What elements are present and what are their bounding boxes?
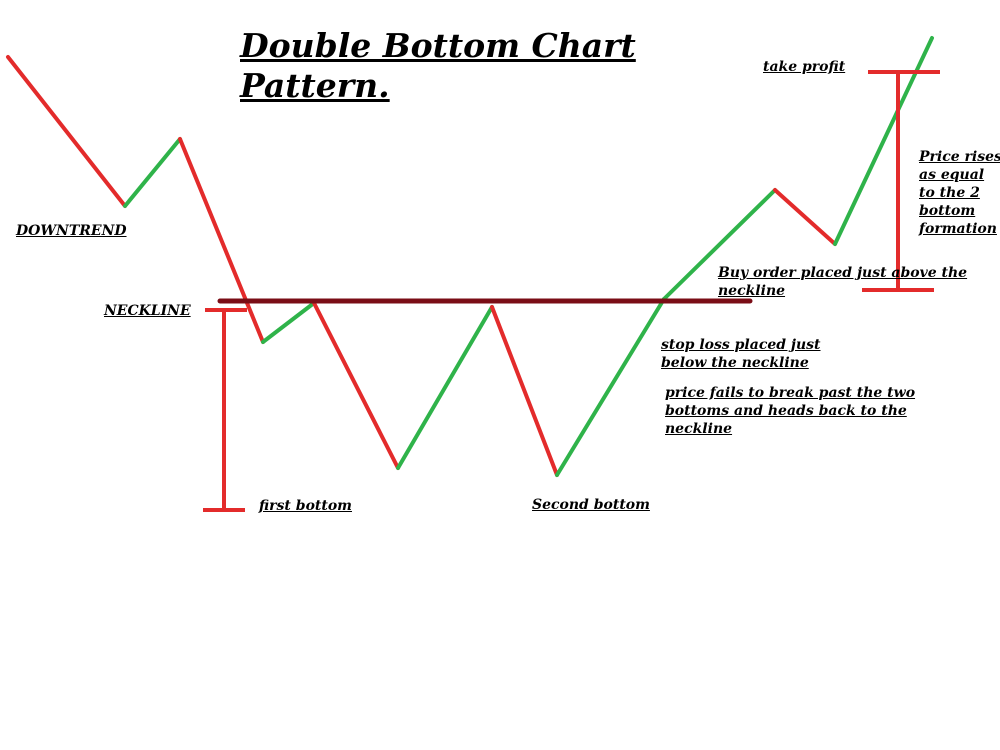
diagram-title: Double Bottom Chart Pattern. (240, 26, 636, 106)
retest-segment (773, 188, 837, 246)
price-fails-line-1: price fails to break past the two (665, 385, 916, 401)
downtrend-segment-2 (178, 137, 265, 344)
rise-to-neckline (555, 297, 666, 477)
downtrend-segment-1 (6, 55, 127, 208)
drop-to-first-bottom (312, 301, 400, 470)
price-rises-line-3: to the 2 (919, 185, 980, 201)
neckline-label: NECKLINE (104, 303, 191, 319)
price-rises-line-1: Price rises (919, 149, 1000, 165)
buy-order-label: Buy order placed just above the neckline (718, 264, 967, 300)
buy-order-line-1: Buy order placed just above the (718, 265, 968, 281)
stop-loss-line-1: stop loss placed just (661, 337, 821, 353)
drop-to-second-bottom (490, 305, 559, 477)
buy-order-line-2: neckline (718, 283, 786, 299)
take-profit-label: take profit (763, 59, 846, 75)
price-rises-line-5: formation (919, 221, 997, 237)
title-line-2: Pattern. (240, 66, 390, 105)
rise-from-first-bottom (396, 305, 494, 470)
title-line-1: Double Bottom Chart (240, 26, 636, 65)
downtrend-label: DOWNTREND (16, 223, 127, 239)
price-rises-label: Price rises as equal to the 2 bottom for… (919, 148, 1000, 238)
price-rises-line-4: bottom (919, 203, 976, 219)
first-bottom-label: first bottom (259, 498, 352, 514)
target-bracket (862, 70, 940, 292)
stop-loss-line-2: below the neckline (661, 355, 809, 371)
rally-segment (833, 36, 934, 246)
price-fails-line-3: neckline (665, 421, 733, 437)
bounce-segment (261, 301, 316, 344)
pullback-segment (123, 137, 182, 208)
price-fails-label: price fails to break past the two bottom… (665, 384, 915, 438)
second-bottom-label: Second bottom (532, 497, 650, 513)
stop-loss-label: stop loss placed just below the neckline (661, 336, 821, 372)
price-fails-line-2: bottoms and heads back to the (665, 403, 907, 419)
breakout-segment (662, 188, 777, 301)
price-rises-line-2: as equal (919, 167, 985, 183)
pattern-height-bracket (203, 308, 247, 512)
price-path (6, 36, 934, 477)
